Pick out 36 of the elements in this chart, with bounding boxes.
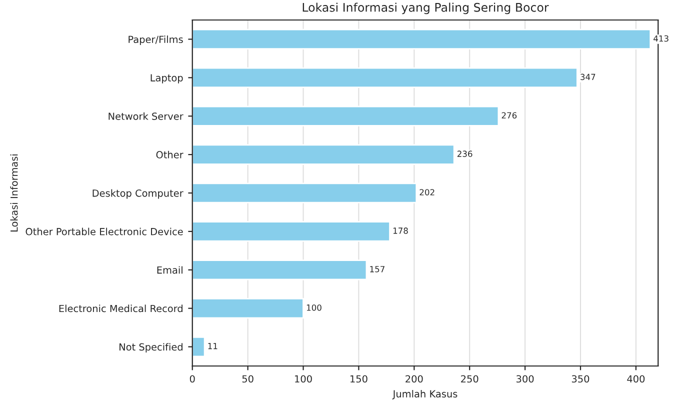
data-label: 236 bbox=[457, 150, 472, 157]
y-axis-title: Lokasi Informasi bbox=[10, 154, 18, 232]
data-label: 178 bbox=[393, 228, 408, 234]
x-tick-label: 250 bbox=[461, 375, 478, 383]
y-tick-label: Other bbox=[156, 150, 184, 158]
data-label: 157 bbox=[370, 266, 384, 272]
y-tick-label: Not Specified bbox=[120, 343, 182, 352]
data-label: 276 bbox=[502, 112, 517, 119]
bar bbox=[192, 260, 368, 280]
chart-title: Lokasi Informasi yang Paling Sering Bocor bbox=[302, 2, 549, 14]
y-tick-label: Email bbox=[157, 266, 182, 274]
y-tick-label: Other Portable Electronic Device bbox=[26, 228, 183, 236]
x-tick-label: 300 bbox=[516, 375, 534, 383]
x-tick-label: 0 bbox=[190, 375, 195, 383]
x-tick-label: 350 bbox=[572, 375, 590, 383]
x-axis-title: Jumlah Kasus bbox=[392, 390, 458, 400]
x-tick-label: 200 bbox=[406, 375, 423, 383]
x-tick-label: 50 bbox=[242, 375, 254, 383]
data-label: 347 bbox=[580, 74, 596, 80]
y-tick-label: Paper/Films bbox=[128, 36, 183, 45]
y-tick-label: Network Server bbox=[108, 112, 184, 120]
x-tick-label: 100 bbox=[295, 375, 312, 383]
bar bbox=[192, 298, 304, 319]
y-tick-label: Electronic Medical Record bbox=[59, 304, 182, 312]
data-label: 202 bbox=[420, 189, 434, 196]
bar bbox=[192, 106, 500, 126]
x-tick-label: 150 bbox=[350, 375, 368, 383]
x-tick-label: 400 bbox=[627, 375, 645, 383]
bar bbox=[192, 336, 206, 358]
bar bbox=[192, 182, 418, 204]
data-label: 100 bbox=[306, 304, 322, 311]
data-label: 11 bbox=[208, 343, 218, 350]
y-tick-label: Laptop bbox=[150, 74, 183, 84]
y-tick-label: Desktop Computer bbox=[92, 189, 184, 199]
data-label: 413 bbox=[654, 35, 668, 42]
bar bbox=[192, 221, 390, 242]
